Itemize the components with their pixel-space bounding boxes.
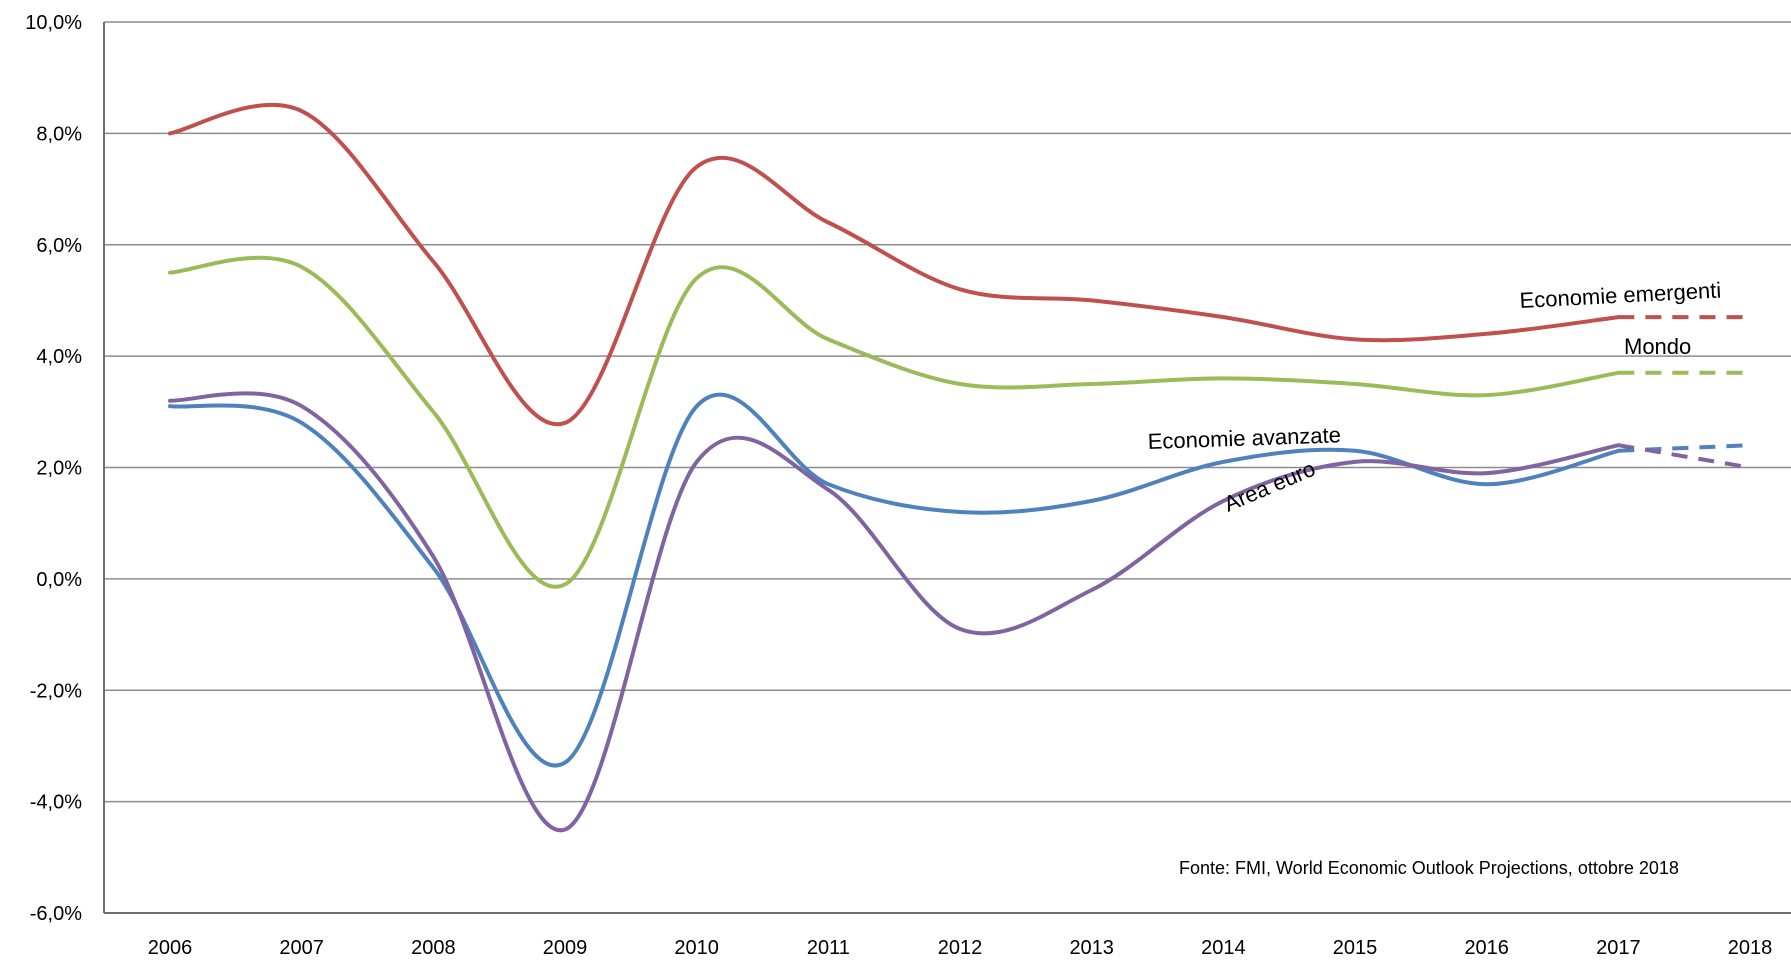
y-tick-label: -6,0% (30, 903, 82, 925)
y-tick-label: 2,0% (36, 458, 82, 480)
y-tick-label: -4,0% (30, 792, 82, 814)
x-tick-label: 2009 (543, 937, 588, 959)
y-tick-label: 8,0% (36, 123, 82, 145)
series-label-mondo: Mondo (1624, 334, 1691, 359)
series-projection-economie-avanzate (1618, 443, 1751, 453)
x-tick-label: 2013 (1069, 937, 1114, 959)
y-tick-label: 4,0% (36, 346, 82, 368)
series-label-area-euro: Area euro (1220, 456, 1319, 517)
y-tick-label: 6,0% (36, 235, 82, 257)
x-tick-label: 2011 (807, 937, 850, 959)
series-line-economie-emergenti (168, 102, 1621, 427)
x-tick-label: 2015 (1333, 937, 1378, 959)
x-tick-label: 2018 (1728, 937, 1773, 959)
series-line-area-euro (168, 391, 1621, 833)
gridlines (104, 21, 1791, 914)
x-tick-label: 2006 (148, 937, 193, 959)
series-line-mondo (168, 255, 1621, 589)
x-tick-label: 2014 (1201, 937, 1246, 959)
y-tick-label: -2,0% (30, 680, 82, 702)
axes: -6,0% -4,0% -2,0% 0,0% 2,0% 4,0% 6,0% 8,0% 10,0%… (25, 12, 1791, 959)
x-tick-label: 2007 (279, 937, 324, 959)
y-tick-label: 10,0% (25, 12, 82, 34)
series-lines (168, 102, 1751, 833)
series-line-economie-avanzate (168, 392, 1621, 768)
series-projection-area-euro (1618, 443, 1751, 470)
x-tick-label: 2017 (1596, 937, 1641, 959)
x-tick-label: 2010 (674, 937, 719, 959)
y-tick-label: 0,0% (36, 569, 82, 591)
source-note: Fonte: FMI, World Economic Outlook Proje… (1179, 858, 1679, 878)
series-label-economie-emergenti: Economie emergenti (1519, 277, 1722, 313)
x-tick-label: 2008 (411, 937, 456, 959)
x-tick-label: 2016 (1464, 937, 1509, 959)
x-tick-label: 2012 (938, 937, 983, 959)
